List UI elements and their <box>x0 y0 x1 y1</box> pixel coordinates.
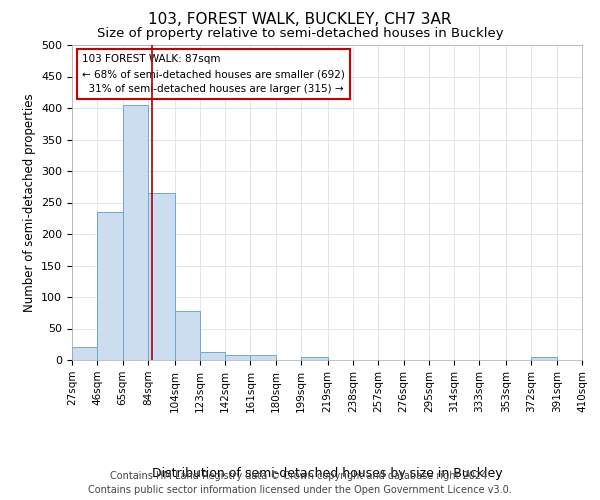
Bar <box>148 193 175 360</box>
Bar <box>250 355 276 360</box>
Bar <box>72 348 97 360</box>
Y-axis label: Number of semi-detached properties: Number of semi-detached properties <box>23 93 35 312</box>
Bar <box>175 311 200 360</box>
Bar <box>301 357 328 360</box>
Text: Size of property relative to semi-detached houses in Buckley: Size of property relative to semi-detach… <box>97 28 503 40</box>
Text: Contains HM Land Registry data © Crown copyright and database right 2024.
Contai: Contains HM Land Registry data © Crown c… <box>88 471 512 495</box>
Bar <box>200 352 225 360</box>
Bar <box>225 355 250 360</box>
Bar <box>532 357 557 360</box>
Text: 103 FOREST WALK: 87sqm
← 68% of semi-detached houses are smaller (692)
  31% of : 103 FOREST WALK: 87sqm ← 68% of semi-det… <box>82 54 345 94</box>
Bar <box>122 105 148 360</box>
X-axis label: Distribution of semi-detached houses by size in Buckley: Distribution of semi-detached houses by … <box>152 468 502 480</box>
Text: 103, FOREST WALK, BUCKLEY, CH7 3AR: 103, FOREST WALK, BUCKLEY, CH7 3AR <box>148 12 452 28</box>
Bar <box>97 212 122 360</box>
